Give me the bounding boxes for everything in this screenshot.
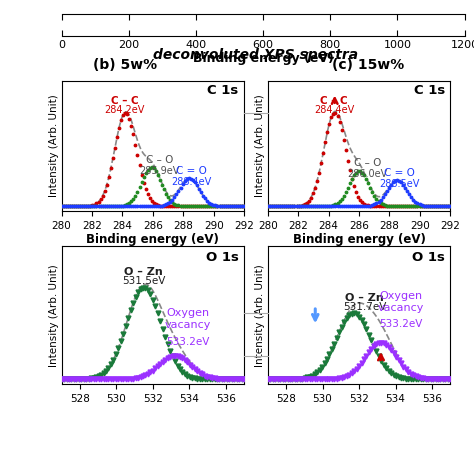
Y-axis label: Intensity (Arb. Unit): Intensity (Arb. Unit) — [49, 94, 59, 197]
Text: 285.9eV: 285.9eV — [139, 166, 180, 176]
Text: O – Zn: O – Zn — [345, 292, 384, 302]
Text: 288.4eV: 288.4eV — [172, 177, 212, 187]
Text: (b) 5w%: (b) 5w% — [93, 58, 157, 72]
Text: Oxygen
vacancy: Oxygen vacancy — [378, 291, 424, 313]
Text: 531.7eV: 531.7eV — [343, 302, 386, 312]
Text: 284.2eV: 284.2eV — [105, 105, 145, 115]
Text: 286.0eV: 286.0eV — [347, 169, 388, 180]
Text: (c) 15w%: (c) 15w% — [332, 58, 404, 72]
Text: O 1s: O 1s — [206, 251, 238, 264]
Text: 531.5eV: 531.5eV — [122, 276, 165, 286]
Text: C – C: C – C — [320, 96, 348, 106]
X-axis label: Binding energy (eV): Binding energy (eV) — [86, 233, 219, 246]
Text: C = O: C = O — [384, 167, 415, 178]
Text: 533.2eV: 533.2eV — [379, 319, 423, 329]
Text: C – O: C – O — [146, 155, 173, 164]
Text: C – O: C – O — [354, 158, 381, 168]
Text: 288.5eV: 288.5eV — [379, 179, 419, 189]
Text: C – C: C – C — [111, 96, 138, 106]
Text: 533.2eV: 533.2eV — [166, 337, 209, 346]
Text: C 1s: C 1s — [414, 84, 445, 98]
X-axis label: Binding energy (eV): Binding energy (eV) — [292, 233, 426, 246]
Text: Oxygen
vacancy: Oxygen vacancy — [164, 309, 211, 330]
Y-axis label: Intensity (Arb. Unit): Intensity (Arb. Unit) — [49, 264, 59, 366]
Y-axis label: Intensity (Arb. Unit): Intensity (Arb. Unit) — [255, 94, 265, 197]
Y-axis label: Intensity (Arb. Unit): Intensity (Arb. Unit) — [255, 264, 265, 366]
Text: C = O: C = O — [176, 166, 207, 176]
Text: C 1s: C 1s — [208, 84, 238, 98]
Text: O – Zn: O – Zn — [124, 267, 163, 277]
Text: deconvoluted XPS spectra: deconvoluted XPS spectra — [154, 47, 358, 62]
X-axis label: Binding energy (eV): Binding energy (eV) — [192, 52, 334, 65]
Text: 284.4eV: 284.4eV — [314, 105, 354, 115]
Text: O 1s: O 1s — [412, 251, 445, 264]
